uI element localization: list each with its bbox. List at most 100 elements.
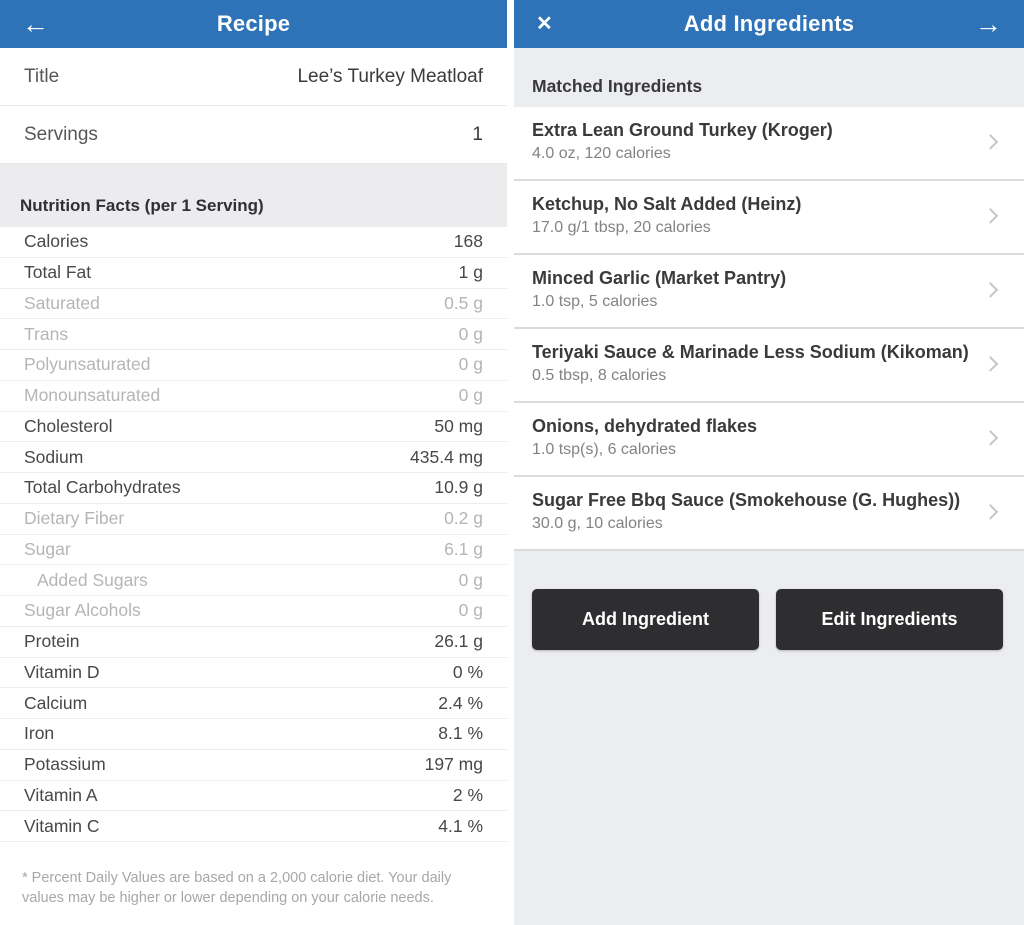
edit-ingredients-button[interactable]: Edit Ingredients	[776, 589, 1003, 650]
ingredient-list-item[interactable]: Sugar Free Bbq Sauce (Smokehouse (G. Hug…	[514, 477, 1024, 551]
nutrition-label: Calories	[24, 231, 89, 252]
ingredient-detail: 0.5 tbsp, 8 calories	[532, 367, 667, 384]
ingredient-detail: 1.0 tsp, 5 calories	[532, 293, 658, 310]
ingredient-list-item[interactable]: Ketchup, No Salt Added (Heinz) 17.0 g/1 …	[514, 181, 1024, 255]
nutrition-label: Saturated	[24, 292, 100, 313]
ingredient-name: Extra Lean Ground Turkey (Kroger)	[532, 120, 833, 140]
nutrition-row: Total Fat 1 g	[0, 258, 507, 289]
add-ingredients-title-text: Add Ingredients	[683, 11, 855, 36]
ingredient-detail: 1.0 tsp(s), 6 calories	[532, 441, 677, 458]
panel-divider	[507, 0, 514, 925]
recipe-field-row[interactable]: Servings 1	[0, 106, 507, 164]
chevron-right-icon	[982, 430, 999, 446]
nutrition-row: Vitamin D 0 %	[0, 658, 507, 689]
nutrition-row: Trans 0 g	[0, 319, 507, 350]
nutrition-label: Vitamin C	[24, 815, 100, 836]
nutrition-value: 0 g	[458, 385, 483, 406]
field-label: Servings	[24, 123, 98, 145]
nutrition-value: 435.4 mg	[410, 446, 483, 467]
ingredient-name: Minced Garlic (Market Pantry)	[532, 268, 787, 288]
nutrition-label: Vitamin D	[24, 661, 100, 682]
matched-ingredients-header: Matched Ingredients	[514, 48, 1024, 107]
ingredient-name: Onions, dehydrated flakes	[532, 416, 758, 436]
nutrition-row: Sugar Alcohols 0 g	[0, 596, 507, 627]
nutrition-value: 6.1 g	[444, 538, 483, 559]
ingredient-name: Ketchup, No Salt Added (Heinz)	[532, 194, 802, 214]
matched-ingredients-title: Matched Ingredients	[532, 76, 703, 96]
nutrition-label: Monounsaturated	[24, 385, 161, 406]
ingredient-name: Teriyaki Sauce & Marinade Less Sodium (K…	[532, 342, 969, 362]
nutrition-row: Sugar 6.1 g	[0, 535, 507, 566]
nutrition-value: 0 g	[458, 600, 483, 621]
nutrition-label: Cholesterol	[24, 415, 113, 436]
nutrition-value: 4.1 %	[438, 815, 483, 836]
nutrition-row: Calories 168	[0, 227, 507, 258]
field-value: Lee’s Turkey Meatloaf	[297, 65, 483, 87]
add-ingredients-panel: ✕ Add Ingredients → Matched Ingredients …	[514, 0, 1024, 925]
nutrition-row: Polyunsaturated 0 g	[0, 350, 507, 381]
nutrition-value: 2 %	[452, 784, 483, 805]
next-button[interactable]: →	[975, 0, 1002, 48]
back-button[interactable]: ←	[22, 0, 49, 48]
ingredient-detail: 4.0 oz, 120 calories	[532, 145, 671, 162]
nutrition-value: 8.1 %	[438, 723, 483, 744]
nutrition-value: 0 g	[458, 354, 483, 375]
nutrition-row: Vitamin C 4.1 %	[0, 811, 507, 842]
nutrition-value: 10.9 g	[434, 477, 483, 498]
field-label: Title	[24, 65, 60, 87]
ingredient-name: Sugar Free Bbq Sauce (Smokehouse (G. Hug…	[532, 490, 961, 510]
nutrition-table: Calories 168 Total Fat 1 g Saturated 0.5…	[0, 227, 507, 842]
nutrition-label: Iron	[24, 723, 55, 744]
nutrition-row: Sodium 435.4 mg	[0, 442, 507, 473]
forward-arrow-icon: →	[975, 8, 1002, 39]
recipe-panel: ← Recipe Title Lee’s Turkey Meatloaf Ser…	[0, 0, 507, 925]
nutrition-value: 1 g	[458, 262, 483, 283]
nutrition-value: 0.2 g	[444, 508, 483, 529]
recipe-field-row[interactable]: Title Lee’s Turkey Meatloaf	[0, 48, 507, 106]
nutrition-row: Vitamin A 2 %	[0, 781, 507, 812]
nutrition-label: Added Sugars	[37, 569, 148, 590]
ingredient-list-item[interactable]: Extra Lean Ground Turkey (Kroger) 4.0 oz…	[514, 107, 1024, 181]
add-ingredients-header: ✕ Add Ingredients →	[514, 0, 1024, 48]
close-icon: ✕	[536, 13, 553, 35]
ingredient-detail: 17.0 g/1 tbsp, 20 calories	[532, 219, 711, 236]
close-button[interactable]: ✕	[536, 0, 553, 48]
field-value: 1	[472, 123, 483, 145]
nutrition-value: 197 mg	[424, 754, 483, 775]
nutrition-label: Total Fat	[24, 262, 92, 283]
nutrition-row: Iron 8.1 %	[0, 719, 507, 750]
nutrition-value: 0 %	[452, 661, 483, 682]
ingredient-list-item[interactable]: Teriyaki Sauce & Marinade Less Sodium (K…	[514, 329, 1024, 403]
nutrition-row: Calcium 2.4 %	[0, 688, 507, 719]
chevron-right-icon	[982, 134, 999, 150]
nutrition-value: 168	[453, 231, 483, 252]
chevron-right-icon	[982, 504, 999, 520]
chevron-right-icon	[982, 356, 999, 372]
nutrition-label: Sugar	[24, 538, 71, 559]
nutrition-value: 0 g	[458, 569, 483, 590]
add-ingredient-button[interactable]: Add Ingredient	[532, 589, 759, 650]
nutrition-label: Protein	[24, 631, 80, 652]
nutrition-label: Potassium	[24, 754, 106, 775]
ingredient-list-item[interactable]: Minced Garlic (Market Pantry) 1.0 tsp, 5…	[514, 255, 1024, 329]
nutrition-value: 0.5 g	[444, 292, 483, 313]
nutrition-row: Dietary Fiber 0.2 g	[0, 504, 507, 535]
ingredient-list-item[interactable]: Onions, dehydrated flakes 1.0 tsp(s), 6 …	[514, 403, 1024, 477]
nutrition-label: Trans	[24, 323, 69, 344]
nutrition-label: Vitamin A	[24, 784, 98, 805]
chevron-right-icon	[982, 282, 999, 298]
recipe-header: ← Recipe	[0, 0, 507, 48]
nutrition-label: Polyunsaturated	[24, 354, 151, 375]
nutrition-row: Potassium 197 mg	[0, 750, 507, 781]
ingredient-actions: Add Ingredient Edit Ingredients	[514, 551, 1024, 650]
nutrition-label: Calcium	[24, 692, 88, 713]
nutrition-section-header: Nutrition Facts (per 1 Serving)	[0, 164, 507, 227]
nutrition-label: Sodium	[24, 446, 84, 467]
nutrition-value: 0 g	[458, 323, 483, 344]
nutrition-label: Dietary Fiber	[24, 508, 125, 529]
nutrition-value: 50 mg	[434, 415, 483, 436]
nutrition-row: Added Sugars 0 g	[0, 565, 507, 596]
nutrition-row: Monounsaturated 0 g	[0, 381, 507, 412]
ingredient-detail: 30.0 g, 10 calories	[532, 515, 663, 532]
